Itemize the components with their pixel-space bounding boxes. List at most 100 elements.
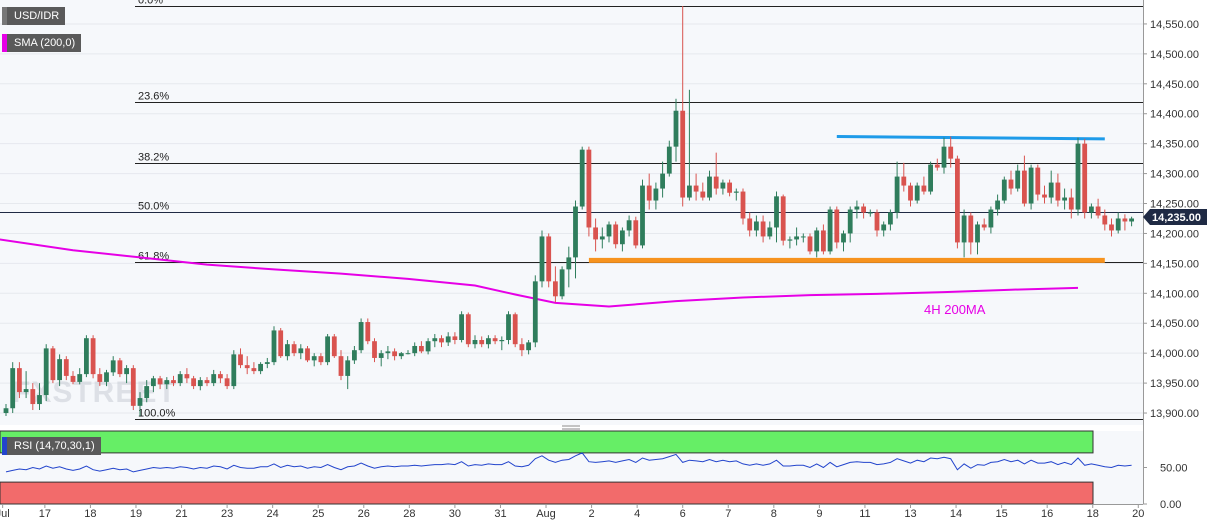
candle-body [43, 348, 49, 396]
candle-body [955, 158, 960, 243]
candle-body [707, 176, 712, 198]
candle-body [298, 348, 304, 354]
candle-body [1082, 143, 1088, 213]
candle-body [874, 212, 880, 231]
candle-body [211, 374, 217, 384]
candle-body [1008, 179, 1014, 189]
rsi-overbought-zone [0, 430, 1094, 454]
candle-body [325, 336, 330, 363]
price-tick-label: 14,400.00 [1150, 109, 1199, 121]
candle-body [640, 185, 645, 246]
candle-body [264, 362, 270, 364]
rsi-line [5, 452, 1132, 473]
candle-body [593, 227, 598, 240]
candle-body [137, 398, 143, 406]
panel-resize-handle[interactable] [562, 425, 580, 430]
price-tick-label: 14,200.00 [1150, 228, 1199, 240]
candle-body [17, 368, 22, 393]
candle-body [271, 330, 277, 363]
price-tick-label: 14,550.00 [1150, 19, 1199, 31]
candle-body [921, 185, 927, 192]
symbol-swatch [2, 7, 7, 25]
candle-body [780, 196, 786, 241]
candle-body [405, 353, 411, 355]
price-tick-label: 13,900.00 [1150, 408, 1199, 420]
trend-layer [0, 134, 1143, 263]
price-tick-label: 14,450.00 [1150, 79, 1199, 91]
candle-body [606, 224, 612, 237]
candle-body [231, 354, 237, 387]
candle-body [37, 395, 42, 405]
rsi-legend[interactable]: RSI (14,70,30,1) [2, 437, 101, 455]
candle-body [673, 110, 679, 147]
candle-body [365, 322, 371, 342]
time-tick-label: 31 [494, 508, 506, 520]
symbol-legend[interactable]: USD/IDR [2, 7, 66, 25]
sma-legend[interactable]: SMA (200,0) [2, 34, 82, 52]
candle-body [901, 176, 907, 186]
candle-body [117, 360, 123, 375]
symbol-label: USD/IDR [14, 10, 60, 22]
candle-body [1109, 224, 1114, 231]
price-tick-label: 14,250.00 [1150, 199, 1199, 211]
candle-body [191, 378, 196, 387]
rsi-swatch [2, 437, 7, 455]
candle-body [807, 236, 813, 252]
candle-body [961, 215, 967, 243]
time-tick-label: 30 [449, 508, 461, 520]
candle-body [867, 212, 873, 214]
time-tick-label: 14 [950, 508, 962, 520]
time-tick-label: 6 [680, 508, 686, 520]
candle-body [472, 340, 478, 345]
ma-label: 4H 200MA [924, 302, 986, 317]
time-tick-label: 16 [1041, 508, 1053, 520]
candle-body [754, 221, 759, 231]
candle-body [894, 176, 900, 213]
candle-body [63, 359, 69, 376]
last-price-tag: 14,235.00 [1143, 209, 1207, 225]
candle-body [888, 212, 893, 225]
time-tick-label: 7 [725, 508, 731, 520]
candle-body [338, 356, 344, 376]
fib-level-label: 100.0% [138, 408, 176, 420]
candle-body [285, 344, 290, 357]
candle-body [331, 336, 337, 357]
time-tick-label: Aug [536, 508, 556, 520]
candle-body [1042, 194, 1047, 198]
last-price-label: 14,235.00 [1152, 212, 1201, 224]
time-tick-label: 4 [634, 508, 640, 520]
candle-body [352, 350, 357, 361]
candle-body [519, 344, 525, 351]
candle-body [559, 269, 565, 297]
time-tick-label: 19 [130, 508, 142, 520]
rsi-legend-label: RSI (14,70,30,1) [14, 440, 95, 452]
candle-body [626, 220, 632, 231]
candle-body [506, 314, 511, 340]
candle-body [311, 356, 317, 361]
candle-body [499, 340, 505, 342]
candle-body [110, 360, 116, 373]
candle-body [827, 209, 833, 252]
candle-body [23, 389, 29, 393]
time-tick-label: 20 [1132, 508, 1144, 520]
candle-body [666, 146, 672, 174]
candle-body [760, 221, 766, 237]
candle-body [975, 224, 980, 243]
candle-body [934, 164, 940, 168]
candle-body [218, 374, 223, 379]
candle-body [1095, 206, 1101, 216]
candle-body [50, 348, 56, 381]
candle-body [767, 227, 773, 237]
candle-body [97, 374, 103, 382]
candle-body [713, 176, 719, 189]
price-tick-label: 13,950.00 [1150, 378, 1199, 390]
candle-body [914, 185, 920, 201]
candle-body [532, 281, 538, 343]
candle-body [1115, 218, 1121, 231]
candle-body [258, 363, 263, 372]
time-tick-label: 26 [358, 508, 370, 520]
candle-body [278, 330, 284, 357]
candle-body [747, 218, 753, 231]
candle-body [720, 182, 726, 189]
rsi-layer: 50.00 0.00 [0, 430, 1188, 511]
